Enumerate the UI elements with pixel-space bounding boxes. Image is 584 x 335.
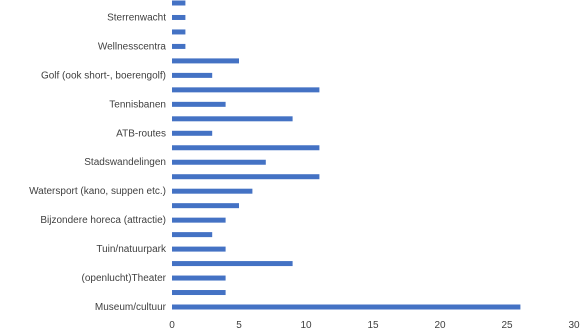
category-label: Sterrenwacht [107, 12, 166, 23]
bar [172, 43, 186, 49]
category-label: (openlucht)Theater [82, 273, 167, 284]
category-label: Tennisbanen [109, 99, 166, 110]
bar [172, 174, 320, 180]
category-label: Museum/cultuur [95, 302, 167, 313]
bar [172, 203, 239, 209]
category-label: Golf (ook short-, boerengolf) [41, 70, 166, 81]
x-tick-label: 0 [169, 320, 175, 331]
category-label: Bijzondere horeca (attractie) [40, 215, 166, 226]
category-label: Watersport (kano, suppen etc.) [29, 186, 166, 197]
bar [172, 101, 226, 107]
x-tick-label: 5 [236, 320, 242, 331]
bars-layer [172, 0, 521, 310]
bar [172, 72, 213, 78]
bar [172, 116, 293, 122]
x-tick-label: 15 [367, 320, 379, 331]
category-label: Stadswandelingen [84, 157, 166, 168]
category-label: Tuin/natuurpark [96, 244, 167, 255]
bar [172, 130, 213, 136]
bar [172, 145, 320, 151]
y-axis-labels: Museum/cultuur (openlucht)Theater Tuin/nat… [29, 12, 167, 313]
bar [172, 159, 266, 165]
x-axis-ticks: 0 5 10 15 20 25 30 [169, 320, 580, 331]
bar [172, 304, 521, 310]
x-tick-label: 20 [434, 320, 446, 331]
category-label: ATB-routes [116, 128, 166, 139]
bar [172, 290, 226, 296]
bar [172, 232, 213, 238]
bar [172, 14, 186, 20]
bar [172, 29, 186, 35]
x-tick-label: 25 [501, 320, 513, 331]
bar [172, 58, 239, 64]
x-tick-label: 30 [568, 320, 580, 331]
bar [172, 261, 293, 267]
x-tick-label: 10 [300, 320, 312, 331]
bar [172, 217, 226, 223]
bar [172, 246, 226, 252]
category-label: Wellnesscentra [98, 41, 167, 52]
bar [172, 275, 226, 281]
bar [172, 188, 253, 194]
bar [172, 0, 186, 6]
bar [172, 87, 320, 93]
